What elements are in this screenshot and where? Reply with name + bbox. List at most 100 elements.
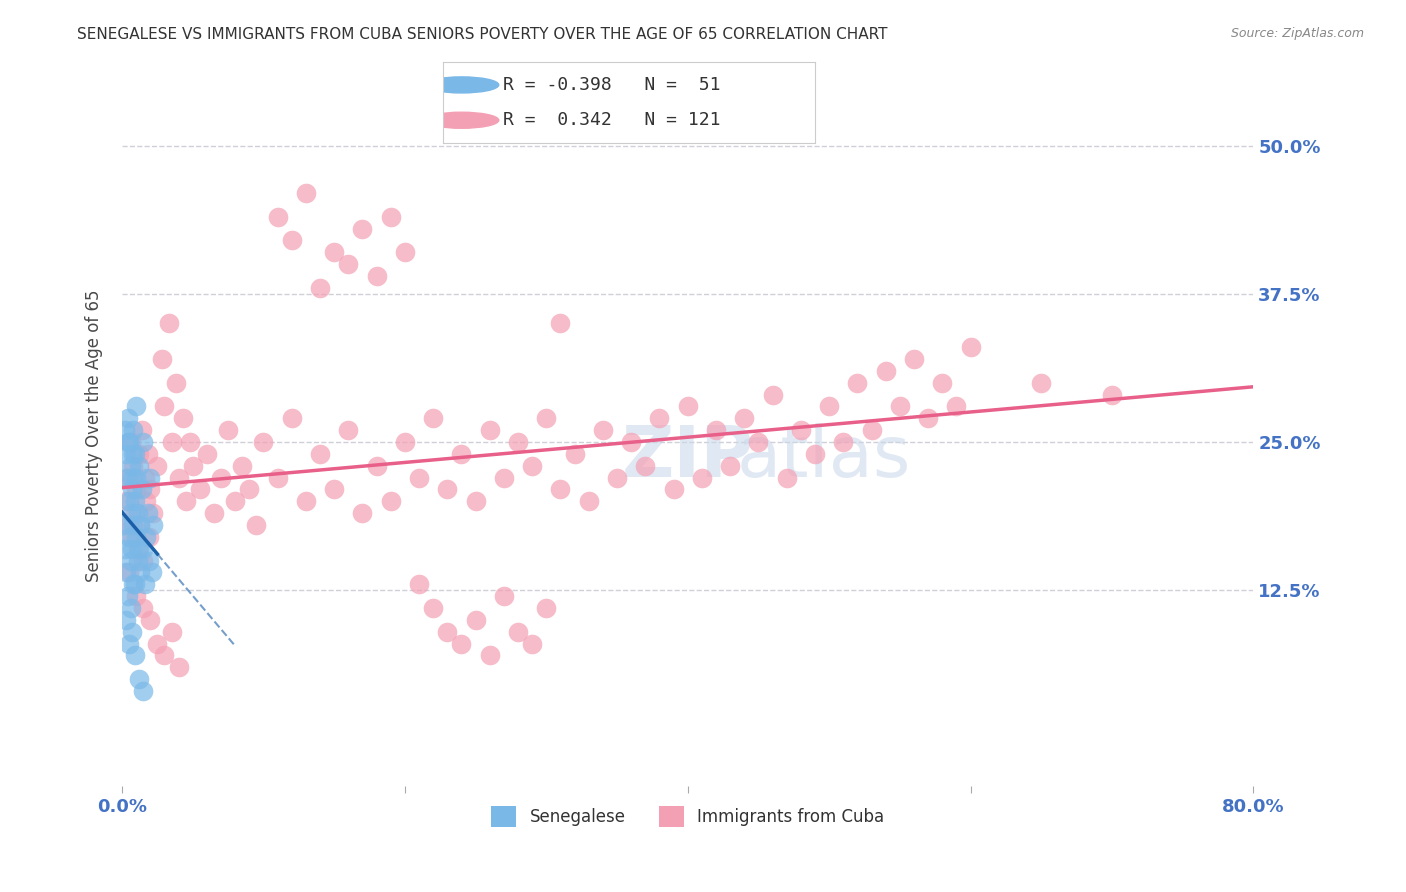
Point	[120, 506, 142, 520]
Point	[120, 601, 142, 615]
Point	[115, 566, 138, 580]
Point	[115, 613, 138, 627]
Point	[217, 423, 239, 437]
Point	[138, 530, 160, 544]
Point	[129, 518, 152, 533]
Point	[124, 577, 146, 591]
Point	[181, 458, 204, 473]
Point	[718, 458, 741, 473]
Point	[776, 470, 799, 484]
Point	[142, 518, 165, 533]
Point	[352, 506, 374, 520]
Point	[129, 566, 152, 580]
Point	[492, 470, 515, 484]
Point	[280, 411, 302, 425]
Point	[903, 351, 925, 366]
Point	[121, 470, 143, 484]
Point	[1031, 376, 1053, 390]
Point	[492, 589, 515, 603]
Point	[125, 400, 148, 414]
Point	[860, 423, 883, 437]
Point	[129, 518, 152, 533]
Point	[394, 245, 416, 260]
Point	[179, 435, 201, 450]
Point	[252, 435, 274, 450]
Point	[117, 435, 139, 450]
Point	[436, 483, 458, 497]
Point	[550, 483, 572, 497]
Point	[450, 447, 472, 461]
Point	[153, 400, 176, 414]
Point	[118, 494, 141, 508]
Point	[112, 518, 135, 533]
Point	[889, 400, 911, 414]
Point	[120, 435, 142, 450]
Point	[450, 636, 472, 650]
Point	[138, 553, 160, 567]
Point	[128, 541, 150, 556]
Point	[120, 458, 142, 473]
Point	[139, 483, 162, 497]
Point	[224, 494, 246, 508]
Point	[172, 411, 194, 425]
Y-axis label: Seniors Poverty Over the Age of 65: Seniors Poverty Over the Age of 65	[86, 290, 103, 582]
Point	[408, 577, 430, 591]
Point	[245, 518, 267, 533]
Point	[506, 435, 529, 450]
Point	[132, 601, 155, 615]
Point	[115, 494, 138, 508]
Point	[132, 541, 155, 556]
Text: Source: ZipAtlas.com: Source: ZipAtlas.com	[1230, 27, 1364, 40]
Point	[202, 506, 225, 520]
Point	[125, 589, 148, 603]
Point	[127, 553, 149, 567]
Point	[536, 601, 558, 615]
Point	[131, 423, 153, 437]
Point	[309, 281, 332, 295]
Point	[115, 447, 138, 461]
Circle shape	[425, 77, 499, 93]
Point	[818, 400, 841, 414]
Point	[832, 435, 855, 450]
Point	[132, 435, 155, 450]
Point	[153, 648, 176, 663]
Point	[550, 317, 572, 331]
Point	[125, 483, 148, 497]
Point	[1101, 387, 1123, 401]
Point	[408, 470, 430, 484]
Point	[122, 458, 145, 473]
Point	[804, 447, 827, 461]
Point	[747, 435, 769, 450]
Point	[676, 400, 699, 414]
Point	[124, 648, 146, 663]
Point	[690, 470, 713, 484]
Point	[323, 483, 346, 497]
Point	[380, 210, 402, 224]
Point	[167, 470, 190, 484]
Point	[141, 566, 163, 580]
Point	[121, 530, 143, 544]
Point	[436, 624, 458, 639]
Point	[733, 411, 755, 425]
Point	[139, 470, 162, 484]
Point	[422, 411, 444, 425]
Point	[125, 470, 148, 484]
Point	[959, 340, 981, 354]
Point	[115, 470, 138, 484]
Point	[160, 435, 183, 450]
Point	[136, 447, 159, 461]
Point	[790, 423, 813, 437]
Point	[366, 268, 388, 283]
Point	[209, 470, 232, 484]
Point	[118, 435, 141, 450]
Point	[478, 423, 501, 437]
Point	[118, 636, 141, 650]
Point	[648, 411, 671, 425]
Point	[136, 506, 159, 520]
Point	[309, 447, 332, 461]
Point	[114, 423, 136, 437]
Text: SENEGALESE VS IMMIGRANTS FROM CUBA SENIORS POVERTY OVER THE AGE OF 65 CORRELATIO: SENEGALESE VS IMMIGRANTS FROM CUBA SENIO…	[77, 27, 887, 42]
Point	[231, 458, 253, 473]
Point	[280, 234, 302, 248]
Point	[662, 483, 685, 497]
